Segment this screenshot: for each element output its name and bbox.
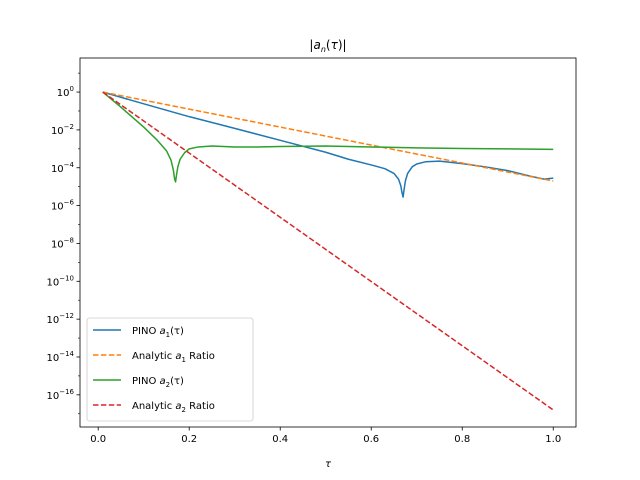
legend-label: Analytic a2 Ratio [132, 401, 215, 414]
y-tick-label: 10−14 [46, 350, 74, 364]
x-tick-label: 0.0 [90, 434, 106, 445]
series-line-1 [102, 91, 554, 198]
chart-title: |an(τ)| [309, 38, 346, 54]
y-tick-label: 10−8 [51, 236, 74, 250]
legend-label: PINO a2(τ) [132, 376, 184, 389]
legend: PINO a1(τ) Analytic a1 Ratio PINO a2(τ) Ana… [86, 317, 254, 422]
series-line-2 [102, 91, 554, 182]
series-line-4 [102, 91, 554, 411]
x-tick-label: 0.8 [454, 434, 470, 445]
series-line-3 [102, 91, 554, 183]
y-tick-label: 10−12 [46, 312, 74, 326]
y-tick-label: 10−4 [51, 161, 75, 175]
legend-label: Analytic a1 Ratio [132, 351, 215, 364]
x-tick-label: 0.4 [272, 434, 288, 445]
plot-frame [79, 57, 577, 428]
x-tick-label: 1.0 [545, 434, 561, 445]
y-tick-label: 10−6 [51, 199, 75, 213]
y-tick-label: 100 [57, 85, 74, 99]
y-tick-label: 10−16 [46, 388, 74, 402]
x-tick-label: 0.2 [181, 434, 197, 445]
x-tick-label: 0.6 [363, 434, 379, 445]
y-tick-label: 10−10 [46, 274, 74, 288]
x-axis-label: τ [325, 459, 332, 470]
legend-box [86, 317, 254, 422]
y-tick-label: 10−2 [51, 123, 74, 137]
legend-label: PINO a1(τ) [132, 326, 184, 339]
